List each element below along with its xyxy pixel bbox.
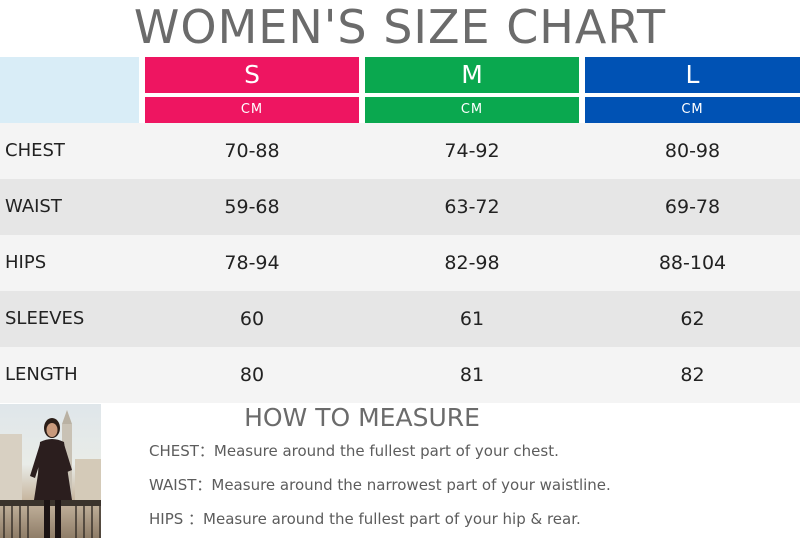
- model-illustration: [0, 410, 101, 538]
- tower-roof: [62, 410, 72, 424]
- unit-header-m: CM: [365, 97, 579, 123]
- instruction-text: Measure around the fullest part of your …: [203, 510, 581, 528]
- sleeves-s-value: 60: [239, 308, 265, 330]
- chest-s-value: 70-88: [224, 140, 280, 162]
- model-arm-left: [30, 444, 44, 478]
- instruction-text: Measure around the narrowest part of you…: [211, 476, 611, 494]
- row-label-hips: HIPS: [5, 252, 47, 273]
- row-label-waist: WAIST: [5, 196, 62, 217]
- instruction-key: HIPS ：: [149, 510, 204, 528]
- sleeves-l-value: 62: [680, 308, 705, 330]
- table-row: CHEST 70-88 74-92 80-98: [0, 123, 800, 179]
- length-m-value: 81: [459, 364, 485, 386]
- hips-m-value: 82-98: [444, 252, 500, 274]
- unit-header-l: CM: [585, 97, 800, 123]
- length-l-value: 82: [680, 364, 705, 386]
- page-title: WOMEN'S SIZE CHART: [133, 0, 667, 54]
- table-row: SLEEVES 60 61 62: [0, 291, 800, 347]
- hips-l-value: 88-104: [658, 252, 727, 274]
- chest-l-value: 80-98: [664, 140, 721, 162]
- length-s-value: 80: [239, 364, 265, 386]
- sleeves-m-value: 61: [459, 308, 485, 330]
- instruction-chest: CHEST：Measure around the fullest part of…: [149, 441, 559, 461]
- instruction-waist: WAIST：Measure around the narrowest part …: [149, 475, 611, 495]
- row-label-length: LENGTH: [5, 364, 78, 385]
- size-header-s: S: [145, 57, 359, 93]
- waist-l-value: 69-78: [664, 196, 721, 218]
- model-leg-left: [44, 500, 50, 538]
- instruction-text: Measure around the fullest part of your …: [213, 442, 559, 460]
- building-left: [0, 434, 22, 504]
- waist-m-value: 63-72: [444, 196, 500, 218]
- hips-s-value: 78-94: [224, 252, 280, 274]
- waist-s-value: 59-68: [224, 196, 280, 218]
- building-right: [75, 459, 101, 504]
- how-to-measure-title: HOW TO MEASURE: [244, 403, 480, 432]
- railing: [0, 500, 101, 506]
- unit-header-s: CM: [145, 97, 359, 123]
- table-row: LENGTH 80 81 82: [0, 347, 800, 403]
- chest-m-value: 74-92: [444, 140, 500, 162]
- instruction-hips: HIPS ：Measure around the fullest part of…: [149, 509, 581, 529]
- row-label-chest: CHEST: [5, 140, 65, 161]
- table-corner-cell: [0, 57, 139, 123]
- model-leg-right: [55, 500, 61, 538]
- size-header-m: M: [365, 57, 579, 93]
- size-header-l: L: [585, 57, 800, 93]
- instruction-key: CHEST：: [149, 442, 214, 460]
- model-face: [46, 423, 58, 437]
- railing-bars: [3, 504, 101, 538]
- table-row: WAIST 59-68 63-72 69-78: [0, 179, 800, 235]
- instruction-key: WAIST：: [149, 476, 212, 494]
- model-photo: [0, 404, 101, 538]
- row-label-sleeves: SLEEVES: [5, 308, 85, 329]
- model-arm-right: [60, 444, 72, 472]
- table-row: HIPS 78-94 82-98 88-104: [0, 235, 800, 291]
